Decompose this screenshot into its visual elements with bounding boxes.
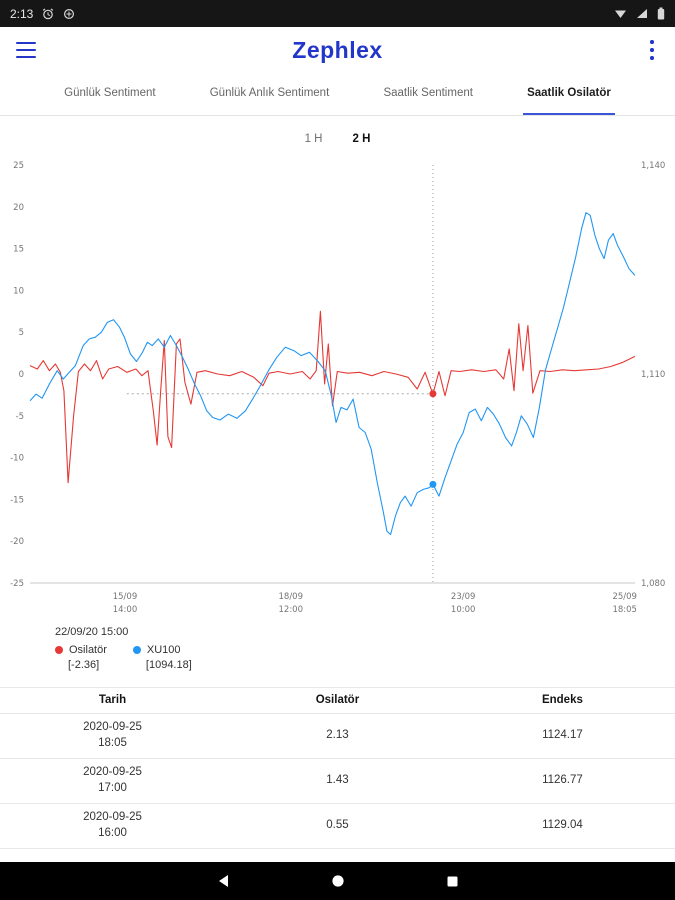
cell-signal-icon [636, 8, 648, 19]
table-row[interactable]: 2020-09-25 18:05 2.13 1124.17 [0, 714, 675, 759]
osilator-chart[interactable]: 25 20 15 10 5 0 -5 -10 -15 -20 -25 1,140 1,110 1,080 1… [0, 155, 675, 620]
x-axis-tick: 10:00 [451, 605, 476, 615]
tab-bar: Günlük Sentiment Günlük Anlık Sentiment … [0, 73, 675, 116]
osilatör-line [29, 310, 636, 484]
alarm-icon [42, 8, 54, 20]
cell-tarih: 2020-09-25 17:00 [0, 765, 225, 796]
status-bar: 2:13 [0, 0, 675, 27]
legend-value: [-2.36] [68, 659, 100, 671]
battery-icon [657, 7, 665, 20]
x-axis-tick: 14:00 [113, 605, 138, 615]
cell-endeks: 1129.04 [542, 819, 583, 832]
x-axis-tick: 12:00 [279, 605, 304, 615]
app-title: Zephlex [292, 36, 383, 63]
data-saver-icon [63, 8, 75, 20]
legend-label: Osilatör [69, 644, 107, 656]
android-nav-bar [0, 862, 675, 900]
x-axis-tick: 18:05 [612, 605, 637, 615]
cell-time: 17:00 [98, 782, 127, 794]
tab-gunluk-sentiment[interactable]: Günlük Sentiment [60, 73, 159, 115]
left-axis-tick: 20 [13, 203, 24, 213]
cell-time: 18:05 [98, 737, 127, 749]
status-time: 2:13 [10, 6, 34, 21]
home-icon[interactable] [331, 874, 345, 888]
table-header-row: Tarih Osilatör Endeks [0, 687, 675, 714]
left-axis-tick: 15 [13, 245, 24, 255]
cell-osilator: 2.13 [326, 729, 349, 742]
legend-value: [1094.18] [145, 659, 192, 671]
legend: 22/09/20 15:00 Osilatör [-2.36] XU100 [1… [55, 626, 675, 671]
app-bar: Zephlex [0, 27, 675, 73]
cell-date: 2020-09-25 [83, 766, 142, 779]
left-axis-tick: -10 [10, 454, 24, 464]
left-axis-tick: 0 [19, 370, 24, 380]
x-axis-tick: 15/09 [113, 592, 138, 602]
right-axis-tick: 1,110 [641, 370, 665, 380]
selected-point-xu100 [429, 480, 437, 488]
left-axis-tick: 5 [19, 328, 24, 338]
cell-endeks: 1126.77 [542, 774, 583, 787]
back-icon[interactable] [217, 874, 230, 888]
left-axis-tick: -20 [10, 537, 24, 547]
range-2h-button[interactable]: 2 H [352, 133, 371, 145]
cell-osilator: 0.55 [326, 819, 349, 832]
cell-time: 16:00 [98, 827, 127, 839]
range-toggle: 1 H 2 H [0, 129, 675, 149]
tab-label: Saatlik Osilatör [527, 87, 611, 99]
tab-saatlik-sentiment[interactable]: Saatlik Sentiment [379, 73, 477, 115]
column-header-osilator: Osilatör [315, 693, 360, 706]
x-axis-tick: 23/09 [451, 592, 476, 602]
chart-canvas[interactable]: 25 20 15 10 5 0 -5 -10 -15 -20 -25 1,140 1,110 1,080 1… [0, 155, 675, 620]
right-axis-tick: 1,080 [641, 579, 665, 589]
legend-label: XU100 [146, 644, 181, 656]
recents-icon[interactable] [446, 875, 459, 888]
overflow-menu-icon[interactable] [643, 38, 661, 62]
left-axis-tick: -15 [10, 495, 24, 505]
wifi-icon [614, 8, 627, 19]
xu100-line [29, 212, 636, 536]
osilator-dot-icon [55, 646, 63, 654]
menu-icon[interactable] [16, 42, 36, 58]
cell-endeks: 1124.17 [542, 729, 583, 742]
data-table: Tarih Osilatör Endeks 2020-09-25 18:05 2… [0, 687, 675, 849]
cell-date: 2020-09-25 [83, 811, 142, 824]
table-row[interactable]: 2020-09-25 17:00 1.43 1126.77 [0, 759, 675, 804]
cell-date: 2020-09-25 [83, 721, 142, 734]
tab-gunluk-anlik-sentiment[interactable]: Günlük Anlık Sentiment [206, 73, 334, 115]
left-axis-tick: 25 [13, 161, 24, 171]
legend-item-xu100[interactable]: XU100 [1094.18] [132, 644, 192, 671]
xu100-dot-icon [132, 646, 141, 654]
x-axis-tick: 18/09 [279, 592, 304, 602]
cell-tarih: 2020-09-25 18:05 [0, 720, 225, 751]
selected-point-osilator [429, 390, 437, 398]
tab-label: Saatlik Sentiment [383, 87, 473, 99]
table-row[interactable]: 2020-09-25 16:00 0.55 1129.04 [0, 804, 675, 849]
tab-label: Günlük Anlık Sentiment [209, 87, 330, 99]
selected-timestamp: 22/09/20 15:00 [55, 626, 129, 638]
tab-saatlik-osilator[interactable]: Saatlik Osilatör [523, 73, 615, 115]
column-header-tarih: Tarih [98, 693, 127, 706]
column-header-endeks: Endeks [541, 693, 583, 706]
legend-item-osilator[interactable]: Osilatör [-2.36] [55, 644, 107, 671]
left-axis-tick: -25 [10, 579, 24, 589]
cell-tarih: 2020-09-25 16:00 [0, 810, 225, 841]
left-axis-tick: -5 [16, 412, 24, 422]
tab-label: Günlük Sentiment [64, 87, 156, 99]
right-axis-tick: 1,140 [641, 161, 665, 171]
cell-osilator: 1.43 [326, 774, 349, 787]
range-1h-button[interactable]: 1 H [304, 133, 323, 145]
x-axis-tick: 25/09 [612, 592, 637, 602]
left-axis-tick: 10 [13, 286, 24, 296]
